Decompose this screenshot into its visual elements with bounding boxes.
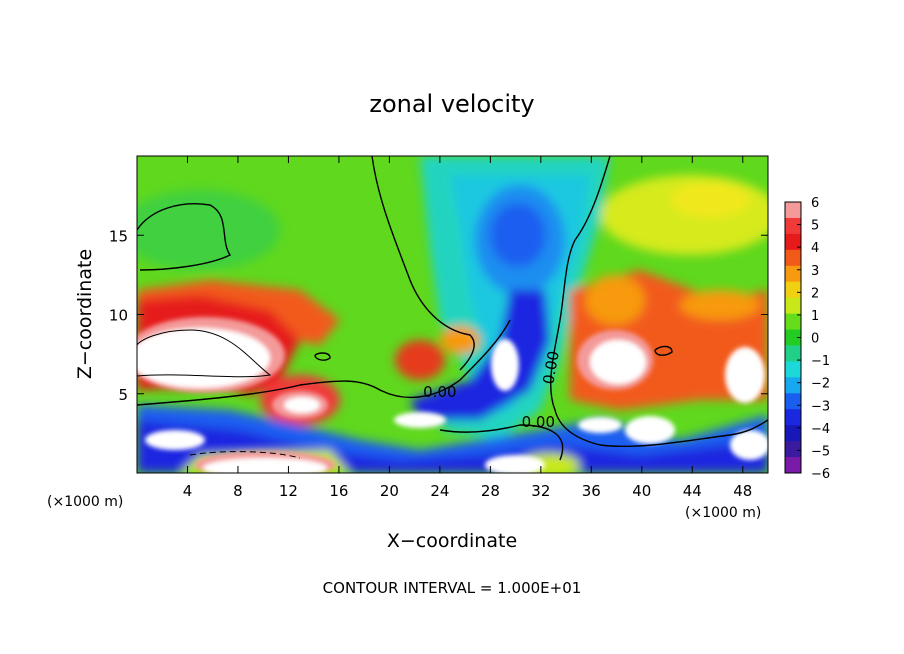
colorbar-tick-label: −2: [811, 377, 830, 392]
colorbar-swatch: [785, 202, 801, 219]
colorbar-tick-label: 1: [811, 309, 819, 324]
colorbar-swatch: [785, 217, 801, 235]
colorbar-swatch: [785, 361, 801, 378]
y-tick-label: 5: [118, 386, 128, 404]
x-tick-label: 36: [582, 482, 601, 500]
colorbar-tick-label: 4: [811, 241, 819, 256]
contour-labels: 0.00 0.00 0.00: [423, 350, 563, 432]
colorbar-swatch: [785, 233, 801, 251]
chart-title: zonal velocity: [369, 90, 534, 118]
contour-lines: [137, 156, 768, 461]
colorbar-swatch: [785, 425, 801, 442]
colorbar-tick-label: −1: [811, 354, 830, 369]
colorbar-tick-label: 3: [811, 264, 819, 279]
x-tick-label: 48: [733, 482, 752, 500]
heatmap-field: [137, 156, 768, 473]
contour-label: 0.00: [522, 413, 555, 431]
colorbar-tick-label: 0: [811, 332, 819, 347]
x-tick-label: 12: [279, 482, 298, 500]
x-tick-label: 40: [632, 482, 651, 500]
x-tick-label: 28: [481, 482, 500, 500]
y-tick-label: 10: [109, 307, 128, 325]
colorbar-swatch: [785, 281, 801, 299]
colorbar-swatch: [785, 441, 801, 458]
colorbar-swatch: [785, 409, 801, 426]
contour-label: 0.00: [539, 350, 563, 386]
x-unit-left: (×1000 m): [47, 494, 123, 510]
colorbar-tick-label: −3: [811, 399, 830, 414]
colorbar-swatch: [785, 377, 801, 394]
y-tick-label: 15: [109, 227, 128, 245]
contour-interval-note: CONTOUR INTERVAL = 1.000E+01: [323, 579, 582, 597]
colorbar-tick-label: −5: [811, 444, 830, 459]
colorbar-tick-label: −4: [811, 422, 830, 437]
x-tick-label: 16: [329, 482, 348, 500]
y-axis-label: Z−coordinate: [74, 249, 96, 379]
colorbar-tick-label: −6: [811, 467, 830, 482]
y-axis: 5 10 15: [109, 227, 768, 404]
colorbar-swatch: [785, 345, 801, 362]
colorbar-swatch: [785, 313, 801, 331]
colorbar-tick-label: 2: [811, 286, 819, 301]
colorbar-swatch: [785, 249, 801, 267]
colorbar-swatch: [785, 297, 801, 315]
x-tick-label: 44: [683, 482, 702, 500]
colorbar-swatch: [785, 265, 801, 283]
colorbar-swatch: [785, 329, 801, 346]
colorbar: 6 5 4 3 2 1 0 −1 −2 −3 −4 −5 −6: [784, 196, 830, 482]
colorbar-tick-label: 6: [811, 196, 819, 211]
x-tick-label: 8: [233, 482, 243, 500]
x-axis: 4 8 12 16 20 24 28 32 36 40 44 48: [183, 156, 752, 500]
colorbar-swatch: [785, 393, 801, 410]
x-tick-label: 20: [380, 482, 399, 500]
colorbar-tick-label: 5: [811, 219, 819, 234]
x-tick-label: 32: [531, 482, 550, 500]
contour-label: 0.00: [423, 383, 456, 401]
x-axis-label: X−coordinate: [387, 530, 517, 552]
x-unit-right: (×1000 m): [685, 505, 761, 521]
x-tick-label: 24: [430, 482, 449, 500]
x-tick-label: 4: [183, 482, 193, 500]
colorbar-swatch: [785, 457, 801, 474]
